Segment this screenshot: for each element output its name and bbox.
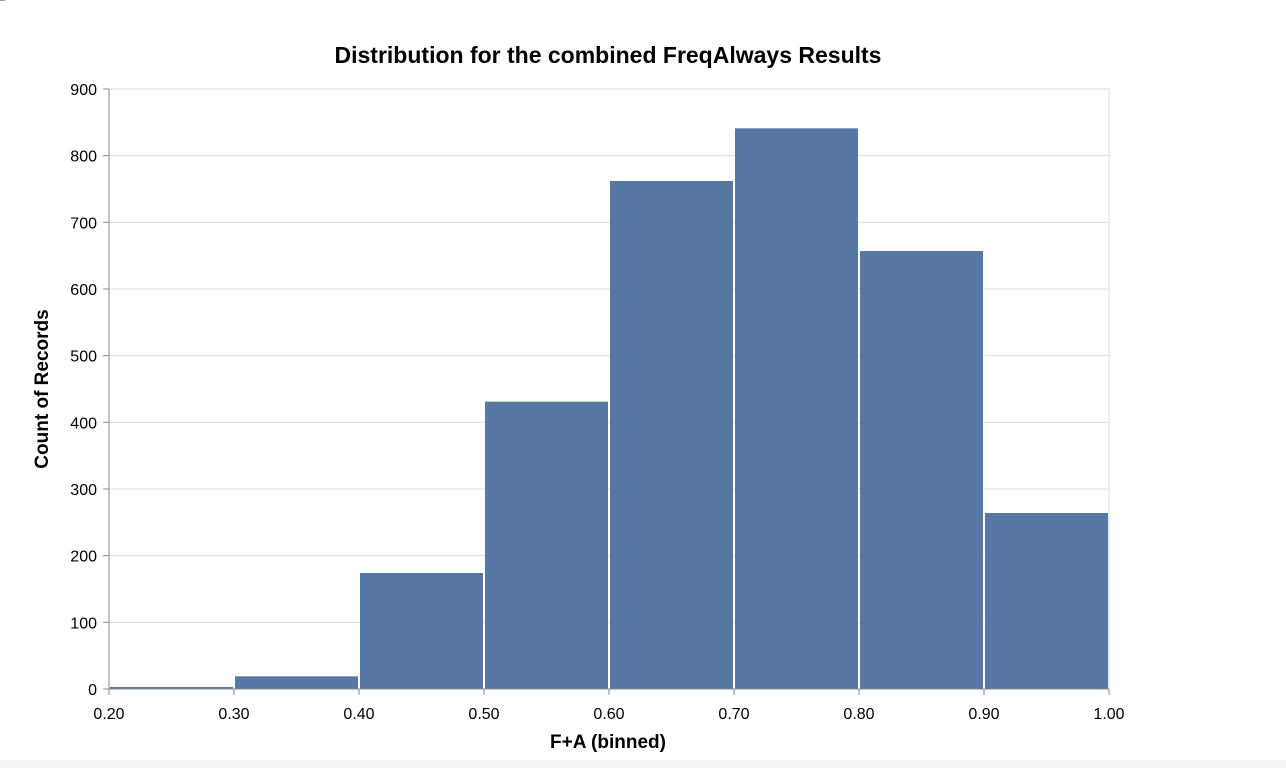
y-tick-label: 500 — [70, 349, 97, 366]
x-tick-label: 0.60 — [593, 706, 624, 723]
x-tick-label: 0.70 — [718, 706, 749, 723]
y-tick-label: 700 — [70, 215, 97, 232]
bars — [110, 128, 1108, 690]
y-tick-label: 0 — [88, 682, 97, 699]
histogram-bar — [485, 401, 608, 689]
y-tick-label: 900 — [70, 82, 97, 99]
chart-title: Distribution for the combined FreqAlways… — [335, 42, 882, 68]
x-tick-label: 1.00 — [1093, 706, 1124, 723]
y-tick-label: 600 — [70, 282, 97, 299]
histogram-bar — [860, 251, 983, 689]
x-tick-label: 0.90 — [968, 706, 999, 723]
histogram-bar — [360, 573, 483, 689]
y-tick-label: 100 — [70, 615, 97, 632]
histogram-bar — [610, 181, 733, 689]
histogram-bar — [735, 128, 858, 690]
y-tick-label: 200 — [70, 549, 97, 566]
x-axis-title: F+A (binned) — [550, 732, 666, 753]
histogram-bar — [235, 676, 358, 689]
y-tick-label: 300 — [70, 482, 97, 499]
y-axis-title: Count of Records — [32, 309, 53, 468]
x-tick-label: 0.80 — [843, 706, 874, 723]
axes: 0 100 200 300 400 500 600 700 800 900 0.20 0.30 0.40… — [70, 82, 1124, 723]
x-tick-label: 0.40 — [343, 706, 374, 723]
y-tick-label: 800 — [70, 149, 97, 166]
bottom-strip — [0, 760, 1286, 768]
histogram-bar — [110, 687, 233, 689]
histogram-bar — [985, 513, 1108, 689]
x-tick-label: 0.20 — [93, 706, 124, 723]
x-tick-label: 0.50 — [468, 706, 499, 723]
y-tick-label: 400 — [70, 415, 97, 432]
corner-mark — [0, 0, 5, 1]
x-tick-label: 0.30 — [218, 706, 249, 723]
